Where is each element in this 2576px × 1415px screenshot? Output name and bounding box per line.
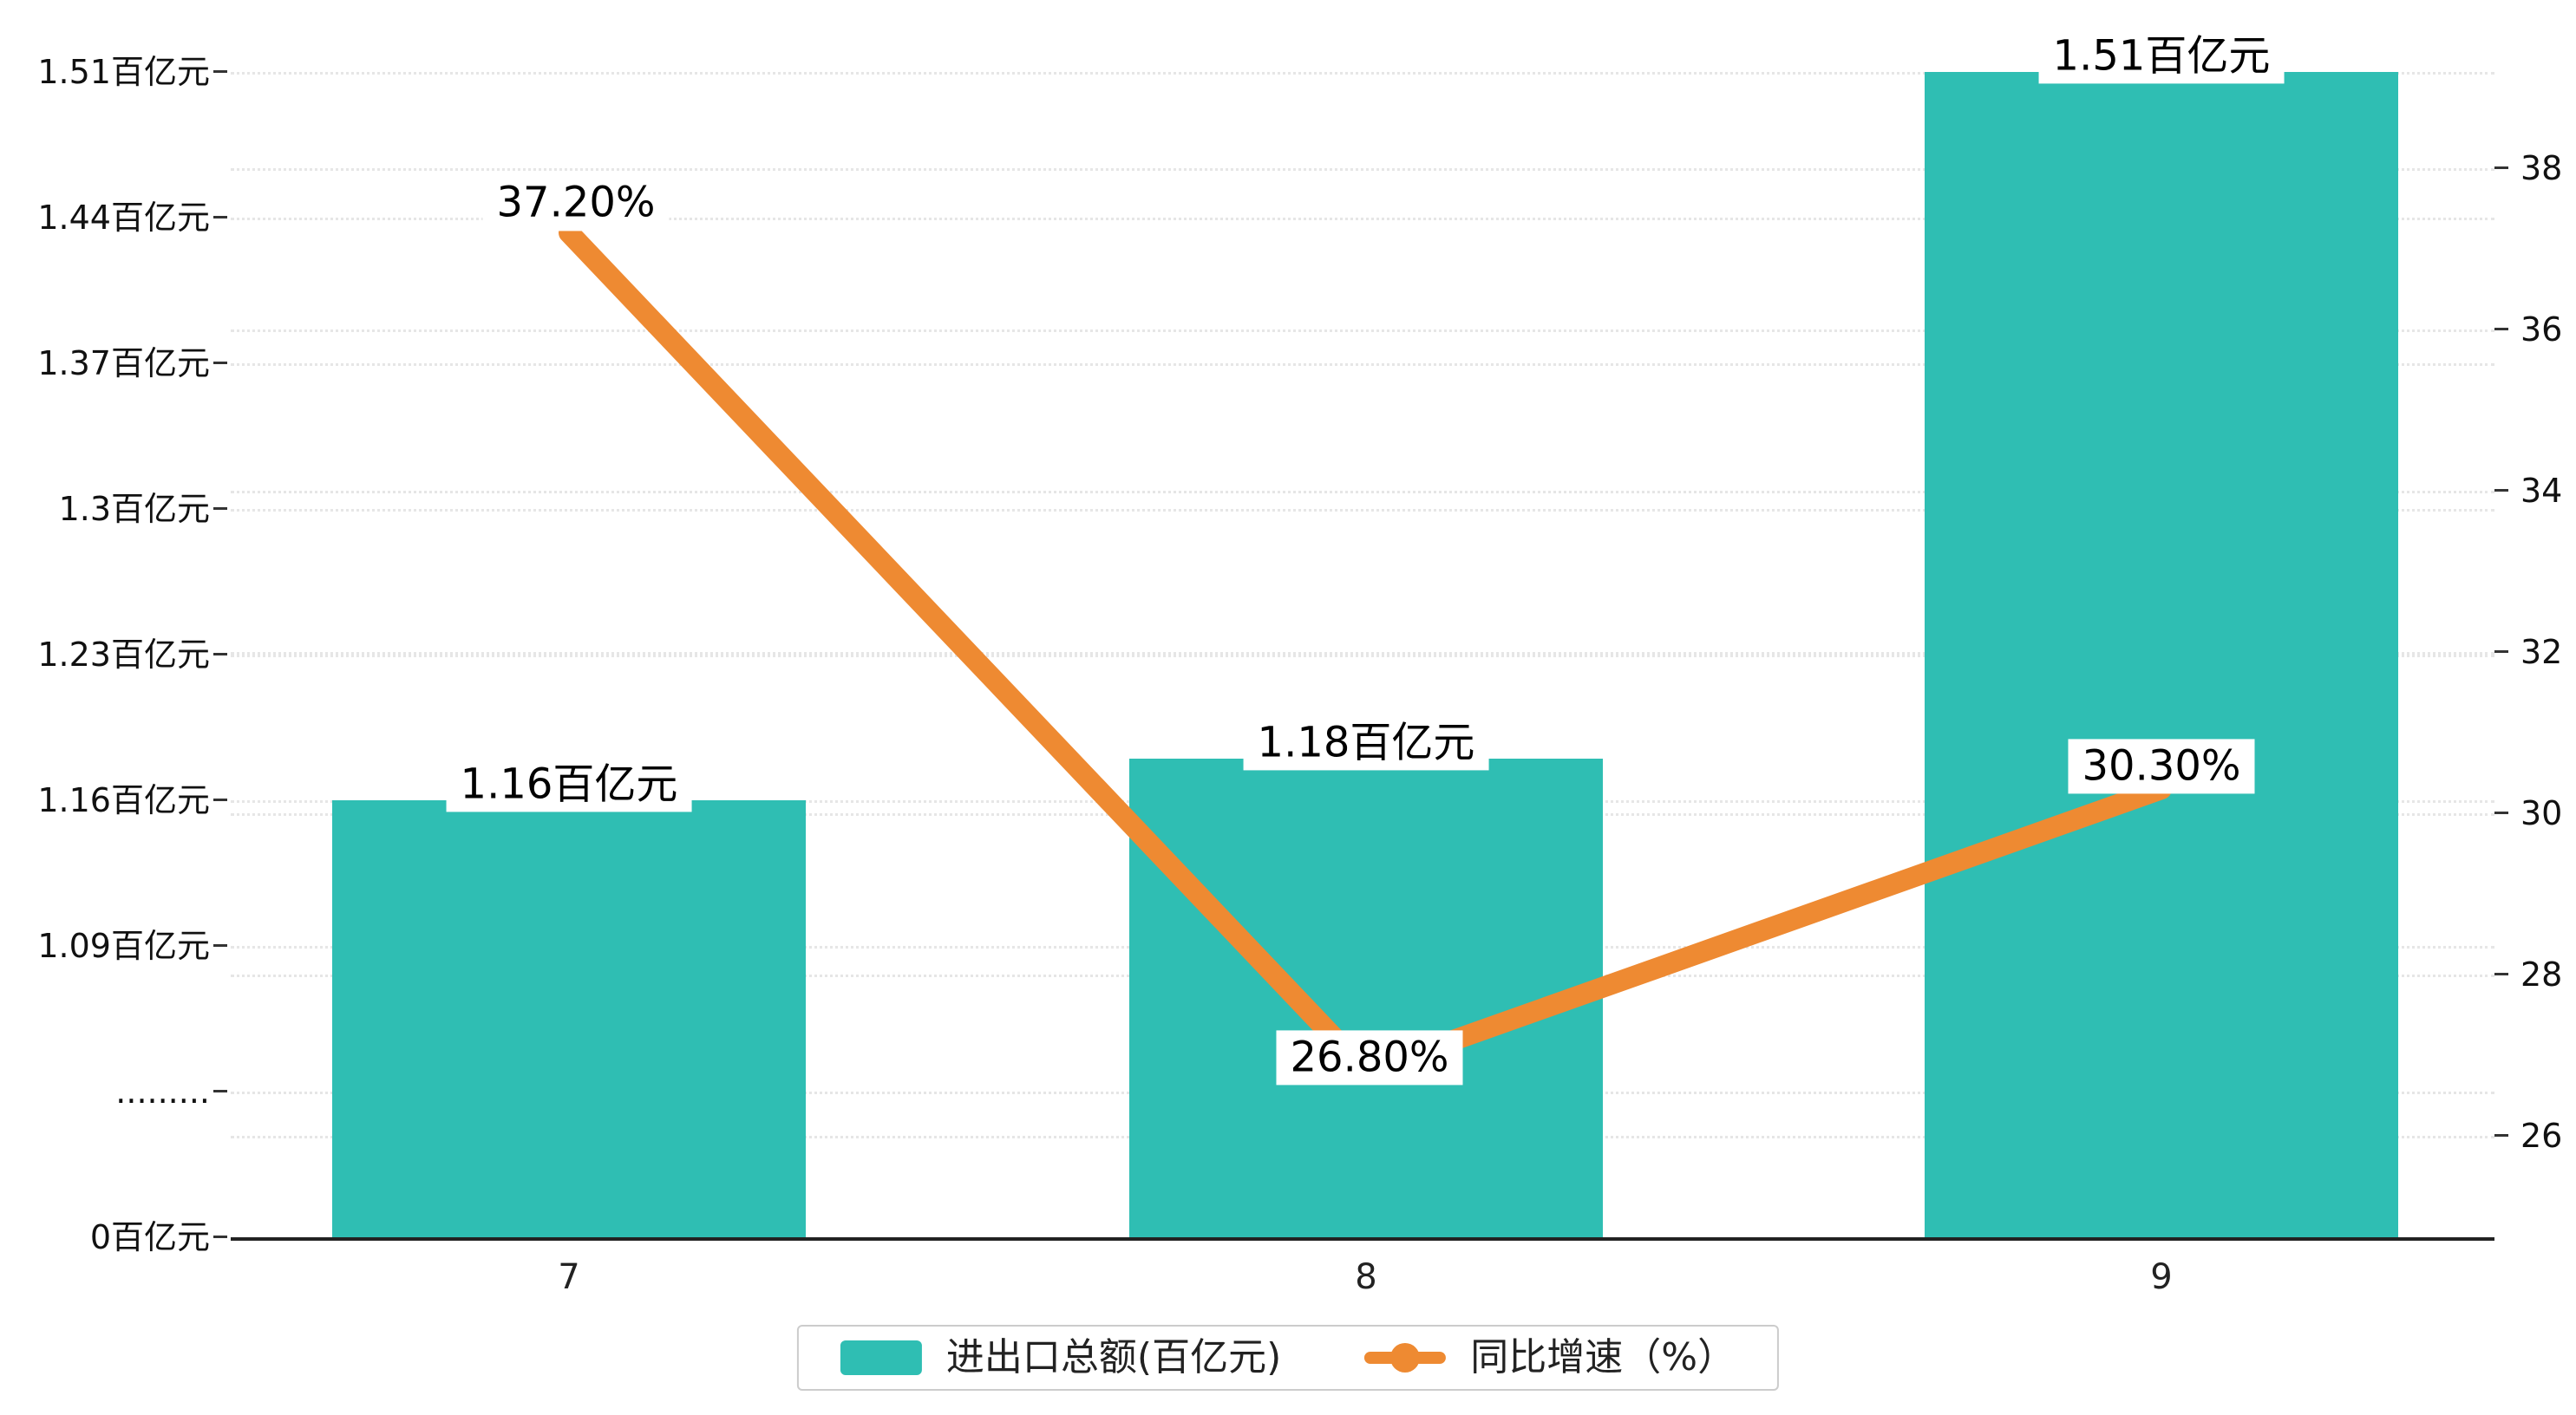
right-axis-tick-label: 36 [2520, 310, 2563, 349]
left-axis-tick [213, 944, 227, 947]
x-axis-line [231, 1237, 2494, 1241]
left-axis-tick [213, 1236, 227, 1238]
line-value-label: 30.30% [2068, 739, 2255, 794]
legend-item-line-series[interactable]: 同比增速（%） [1364, 1335, 1736, 1379]
left-axis-tick-label: 1.51百亿元 [37, 53, 210, 91]
left-axis-tick-label: 1.09百亿元 [37, 927, 210, 965]
left-axis-tick [213, 1090, 227, 1092]
bar-month-8[interactable] [1129, 759, 1603, 1237]
left-axis-tick-label: ......... [115, 1073, 210, 1111]
right-axis-tick [2494, 650, 2508, 653]
h-gridline [231, 491, 2494, 493]
line-value-label: 26.80% [1276, 1030, 1463, 1086]
right-axis-tick-label: 26 [2520, 1117, 2563, 1155]
left-axis-tick [213, 216, 227, 218]
h-gridline [231, 652, 2494, 655]
left-axis-tick [213, 653, 227, 655]
right-axis-tick [2494, 166, 2508, 169]
left-axis-tick-label: 1.44百亿元 [37, 199, 210, 237]
h-gridline [231, 509, 2494, 512]
line-swatch-icon [1364, 1340, 1447, 1375]
left-axis-tick [213, 362, 227, 364]
bar-value-label: 1.51百亿元 [2038, 29, 2285, 84]
h-gridline [231, 218, 2494, 220]
right-axis-tick-label: 34 [2520, 472, 2563, 510]
legend-label-line: 同比增速（%） [1470, 1335, 1736, 1379]
left-axis-tick-label: 1.3百亿元 [58, 490, 210, 528]
x-axis-label: 9 [2150, 1257, 2173, 1297]
left-axis-tick [213, 507, 227, 510]
right-axis-tick [2494, 973, 2508, 975]
bar-value-label: 1.16百亿元 [446, 757, 692, 812]
legend-item-bar-series[interactable]: 进出口总额(百亿元) [840, 1335, 1282, 1379]
left-axis-tick-label: 1.37百亿元 [37, 344, 210, 382]
bar-month-7[interactable] [332, 800, 806, 1237]
h-gridline [231, 168, 2494, 171]
bar-swatch-icon [840, 1340, 922, 1376]
left-axis-tick [213, 799, 227, 801]
bar-value-label: 1.18百亿元 [1243, 715, 1489, 771]
left-axis-tick-label: 0百亿元 [89, 1218, 210, 1256]
legend-label-bar: 进出口总额(百亿元) [945, 1335, 1282, 1379]
right-axis-tick [2494, 1134, 2508, 1137]
right-axis-tick [2494, 812, 2508, 814]
right-axis-tick-label: 32 [2520, 633, 2563, 671]
left-axis-tick [213, 70, 227, 73]
right-axis-tick-label: 38 [2520, 149, 2563, 187]
line-value-label: 37.20% [482, 175, 670, 231]
legend: 进出口总额(百亿元) 同比增速（%） [796, 1325, 1780, 1392]
x-axis-label: 7 [558, 1257, 580, 1297]
right-axis-tick-label: 30 [2520, 794, 2563, 832]
h-gridline [231, 329, 2494, 332]
h-gridline [231, 655, 2494, 657]
right-axis-tick-label: 28 [2520, 955, 2563, 994]
right-axis-tick [2494, 489, 2508, 492]
h-gridline [231, 363, 2494, 366]
line-swatch-marker-icon [1390, 1343, 1421, 1373]
right-axis-tick [2494, 328, 2508, 330]
left-axis-tick-label: 1.23百亿元 [37, 636, 210, 674]
left-axis-tick-label: 1.16百亿元 [37, 781, 210, 819]
h-gridline [231, 72, 2494, 75]
x-axis-label: 8 [1355, 1257, 1377, 1297]
growth-line[interactable] [559, 222, 2172, 1082]
bar-month-9[interactable] [1925, 72, 2398, 1237]
